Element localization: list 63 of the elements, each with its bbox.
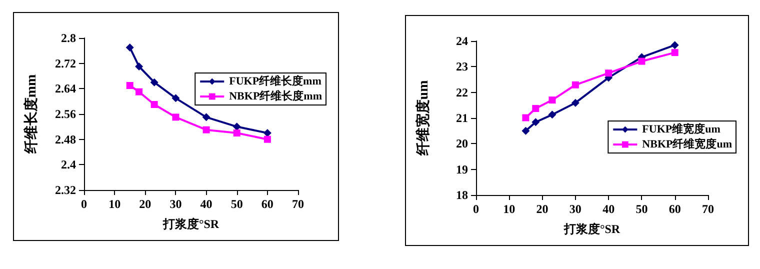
x-tick-label: 30 <box>569 202 582 216</box>
point <box>202 113 210 122</box>
point <box>172 114 180 121</box>
point <box>532 118 540 126</box>
point <box>571 98 580 107</box>
y-tick-label: 19 <box>456 162 468 176</box>
x-tick-label: 50 <box>636 202 648 216</box>
y-tick-label: 24 <box>456 34 468 48</box>
y-tick-label: 23 <box>456 60 468 74</box>
point <box>670 41 679 50</box>
x-tick-label: 10 <box>108 197 121 211</box>
point <box>572 81 579 88</box>
point <box>172 94 180 102</box>
x-tick-label: 40 <box>200 197 212 211</box>
point <box>522 126 530 135</box>
point <box>135 62 144 70</box>
x-tick-label: 0 <box>473 202 479 216</box>
y-tick-label: 18 <box>456 188 468 202</box>
x-tick-label: 20 <box>139 197 152 211</box>
x-tick-label: 50 <box>230 197 243 211</box>
legend-label: FUKP纤维长度mm <box>229 74 322 88</box>
point <box>638 58 646 65</box>
x-tick-label: 0 <box>81 197 87 211</box>
y-tick-label: 2.64 <box>55 82 76 96</box>
y-tick-label: 2.4 <box>61 158 76 172</box>
y-tick-label: 2.56 <box>55 107 76 121</box>
x-axis-title: 打浆度°SR <box>562 222 620 236</box>
y-tick-label: 21 <box>456 111 468 125</box>
y-tick-label: 2.8 <box>61 31 76 45</box>
y-tick-label: 2.72 <box>55 56 76 70</box>
point <box>671 49 678 56</box>
point <box>532 105 540 112</box>
x-tick-label: 20 <box>536 202 548 216</box>
point <box>548 110 556 119</box>
point <box>522 114 530 122</box>
point <box>136 88 143 96</box>
point <box>263 129 272 137</box>
y-tick-label: 2.48 <box>55 132 76 146</box>
point <box>150 78 158 86</box>
point <box>264 136 271 143</box>
legend-label: NBKP纤维宽度um <box>642 138 732 150</box>
y-tick-label: 2.32 <box>55 183 76 197</box>
x-tick-label: 30 <box>170 197 182 211</box>
point <box>202 126 210 134</box>
y-axis-title: 纤维长度mm <box>22 74 40 155</box>
y-tick-label: 20 <box>456 136 468 151</box>
x-tick-label: 40 <box>602 202 615 216</box>
y-tick-label: 22 <box>456 85 468 100</box>
point <box>126 82 134 89</box>
y-axis-title: 纤维宽度um <box>414 80 432 157</box>
x-tick-label: 10 <box>503 202 516 216</box>
x-axis-title: 打浆度°SR <box>162 217 220 231</box>
point <box>233 130 240 136</box>
point <box>150 101 158 108</box>
point <box>548 96 556 104</box>
legend-label: NBKP纤维长度mm <box>229 90 322 102</box>
x-tick-label: 60 <box>261 197 274 211</box>
x-tick-label: 60 <box>668 202 681 216</box>
point <box>126 44 134 52</box>
point <box>605 70 612 77</box>
legend-label: FUKP维宽度um <box>642 122 720 136</box>
x-tick-label: 70 <box>702 202 714 216</box>
x-tick-label: 70 <box>292 197 304 211</box>
